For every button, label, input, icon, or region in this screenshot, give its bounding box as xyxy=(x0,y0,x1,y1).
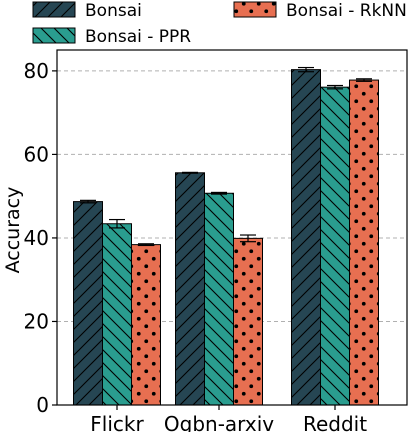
plot-frame xyxy=(56,49,408,406)
bar-hatch-ogbn-arxiv-bonsai xyxy=(175,172,205,405)
y-tick-label-60: 60 xyxy=(24,142,49,166)
bar-hatch-reddit-bonsai xyxy=(291,69,321,406)
bar-hatch-ogbn-arxiv-bonsai-rknn xyxy=(233,238,263,405)
bar-hatch-flickr-bonsai-ppr xyxy=(102,223,132,405)
bar-hatch-reddit-bonsai-ppr xyxy=(320,87,350,405)
bar-hatch-ogbn-arxiv-bonsai-ppr xyxy=(204,193,234,405)
legend-label-bonsai-rknn: Bonsai - RkNN xyxy=(286,1,407,21)
legend: Bonsai Bonsai - PPR Bonsai - RkNN xyxy=(32,1,407,47)
legend-swatch-hatch-bonsai xyxy=(33,2,75,17)
legend-label-bonsai-ppr: Bonsai - PPR xyxy=(85,27,191,47)
y-tick-label-0: 0 xyxy=(36,393,49,417)
y-axis-label: Accuracy xyxy=(2,187,24,274)
y-tick-label-20: 20 xyxy=(24,309,49,333)
x-ticks: Flickr Ogbn-arxiv Reddit xyxy=(90,405,367,432)
y-tick-label-40: 40 xyxy=(24,226,49,250)
x-tick-label-reddit: Reddit xyxy=(303,412,367,432)
bar-hatch-flickr-bonsai-rknn xyxy=(131,244,161,405)
x-tick-label-flickr: Flickr xyxy=(90,412,144,432)
legend-label-bonsai: Bonsai xyxy=(85,1,142,21)
bar-hatch-flickr-bonsai xyxy=(73,201,103,405)
y-tick-label-80: 80 xyxy=(24,59,49,83)
legend-swatch-hatch-bonsai-rknn xyxy=(234,2,276,17)
error-bars xyxy=(80,66,372,247)
bar-hatch-reddit-bonsai-rknn xyxy=(349,80,379,405)
y-ticks: 0 20 40 60 80 xyxy=(24,59,57,417)
legend-swatch-hatch-bonsai-ppr xyxy=(33,28,75,43)
axes xyxy=(56,49,408,406)
bars xyxy=(73,69,379,406)
x-tick-label-ogbn-arxiv: Ogbn-arxiv xyxy=(164,412,274,432)
